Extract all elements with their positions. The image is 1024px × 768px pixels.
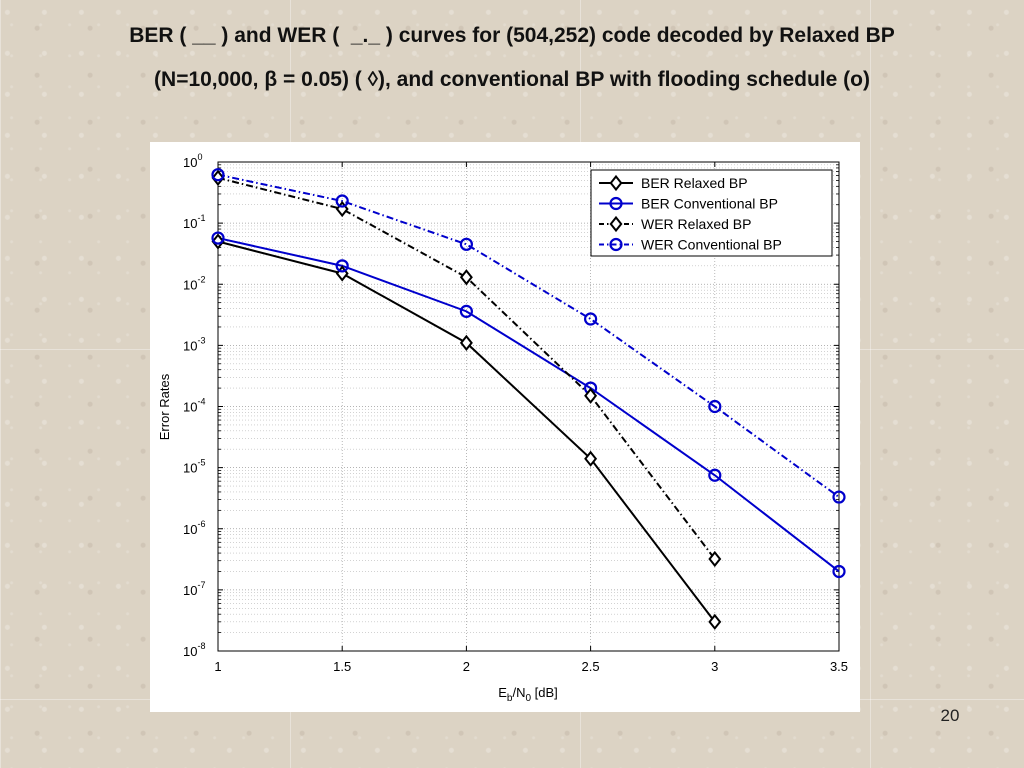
legend-label-ber-conventional-bp: BER Conventional BP (641, 196, 778, 212)
data-point-wer-relaxed-bp (708, 550, 722, 568)
x-label-e-sub: b (507, 693, 513, 704)
data-point-ber-conventional-bp (459, 304, 473, 318)
slide-title-line-1: BER ( __ ) and WER ( _._ ) curves for (5… (129, 24, 895, 47)
x-tick-label: 3 (711, 659, 718, 674)
legend: BER Relaxed BP BER Conventional BP WER Rel… (590, 169, 833, 257)
legend-label-wer-relaxed-bp: WER Relaxed BP (641, 216, 751, 232)
y-tick-label: 10-3 (183, 335, 205, 353)
x-label-unit: [dB] (531, 685, 558, 700)
data-point-ber-conventional-bp (708, 468, 722, 482)
x-label-n-sub: 0 (525, 693, 531, 704)
legend-marker-wer-relaxed-bp (609, 215, 623, 233)
legend-marker-wer-conventional-bp (609, 237, 623, 252)
data-point-ber-conventional-bp (211, 231, 225, 245)
y-axis-label: Error Rates (157, 373, 172, 440)
x-label-e: E (498, 685, 507, 700)
series-line-wer-conventional-bp (217, 173, 840, 498)
slide-title-line-2: (N=10,000, β = 0.05) ( ◊), and conventio… (154, 68, 870, 91)
axis-ticks: 1 1.5 2 2.5 3 3.5 100 10-1 10-2 10-3 10-4 10-5 10-6 1… (183, 152, 848, 674)
legend-box (590, 169, 833, 257)
page-number: 20 (940, 706, 960, 725)
legend-marker-ber-conventional-bp (609, 196, 623, 211)
y-tick-label: 10-4 (183, 397, 205, 415)
data-point-ber-relaxed-bp (459, 334, 473, 351)
data-point-ber-conventional-bp (335, 259, 349, 273)
legend-label-wer-conventional-bp: WER Conventional BP (641, 237, 782, 253)
data-point-wer-relaxed-bp (584, 387, 598, 404)
data-point-ber-relaxed-bp (708, 613, 722, 630)
data-point-wer-conventional-bp (832, 490, 846, 504)
x-tick-label: 2.5 (582, 659, 600, 674)
x-axis-label: Eb/N0 [dB] (498, 685, 558, 704)
x-tick-label: 1 (214, 659, 221, 674)
error-rate-chart: 1 1.5 2 2.5 3 3.5 100 10-1 10-2 10-3 10-4 10-5 10-6 1… (157, 152, 848, 704)
y-tick-label: 10-2 (183, 274, 205, 292)
data-point-wer-conventional-bp (584, 312, 598, 326)
data-point-ber-conventional-bp (832, 564, 846, 579)
y-tick-label: 100 (183, 152, 202, 170)
data-point-wer-conventional-bp (211, 168, 225, 182)
slide-title: BER ( __ ) and WER ( _._ ) curves for (5… (0, 14, 1024, 102)
data-point-ber-relaxed-bp (211, 233, 225, 250)
y-tick-label: 10-6 (183, 519, 205, 537)
data-point-wer-conventional-bp (708, 399, 722, 414)
data-point-wer-relaxed-bp (459, 269, 473, 286)
data-point-wer-relaxed-bp (211, 169, 225, 186)
chart-panel: 1 1.5 2 2.5 3 3.5 100 10-1 10-2 10-3 10-4 10-5 10-6 1… (150, 142, 860, 712)
x-label-n: /N (512, 685, 525, 700)
data-point-wer-conventional-bp (459, 237, 473, 251)
y-tick-label: 10-7 (183, 580, 205, 598)
y-tick-label: 10-1 (183, 213, 205, 231)
x-tick-label: 2 (463, 659, 470, 674)
legend-marker-ber-relaxed-bp (609, 174, 623, 192)
series-line-ber-conventional-bp (217, 237, 840, 573)
y-tick-label: 10-5 (183, 458, 205, 476)
series-line-wer-relaxed-bp (217, 176, 716, 560)
x-tick-label: 3.5 (830, 659, 848, 674)
y-tick-label: 10-8 (183, 641, 205, 659)
series-markers (211, 168, 846, 630)
legend-label-ber-relaxed-bp: BER Relaxed BP (641, 175, 748, 191)
data-point-wer-conventional-bp (335, 194, 349, 208)
data-point-ber-relaxed-bp (584, 450, 598, 467)
x-tick-label: 1.5 (333, 659, 351, 674)
